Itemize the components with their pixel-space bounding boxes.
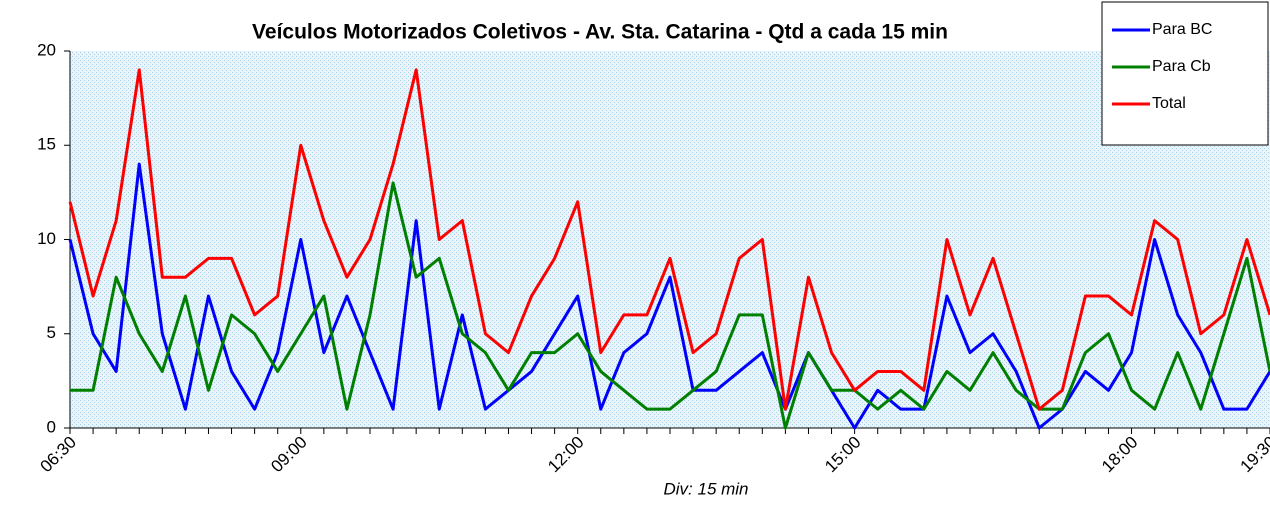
y-tick-label: 20 (37, 40, 56, 59)
y-tick-label: 5 (47, 323, 56, 342)
x-tick-label: 06:30 (36, 433, 80, 477)
series-line (68, 68, 1270, 411)
y-tick-label: 10 (37, 229, 56, 248)
y-tick-label: 0 (47, 417, 56, 436)
x-tick-label: 19:30 (1236, 433, 1270, 477)
y-tick-label: 15 (37, 135, 56, 154)
x-tick-label: 15:00 (821, 433, 865, 477)
legend-box (1101, 1, 1269, 146)
series-line (68, 162, 1270, 430)
x-tick-label: 09:00 (267, 433, 311, 477)
x-axis-label: Div: 15 min (663, 479, 748, 498)
legend-label: Total (1152, 95, 1186, 112)
legend-label: Para Cb (1152, 58, 1211, 75)
chart-title: Veículos Motorizados Coletivos - Av. Sta… (252, 21, 948, 44)
plot-area (70, 51, 1270, 428)
series-line (70, 181, 1270, 430)
x-tick-label: 12:00 (544, 433, 588, 477)
legend-label: Para BC (1152, 21, 1212, 38)
x-tick-label: 18:00 (1098, 433, 1142, 477)
